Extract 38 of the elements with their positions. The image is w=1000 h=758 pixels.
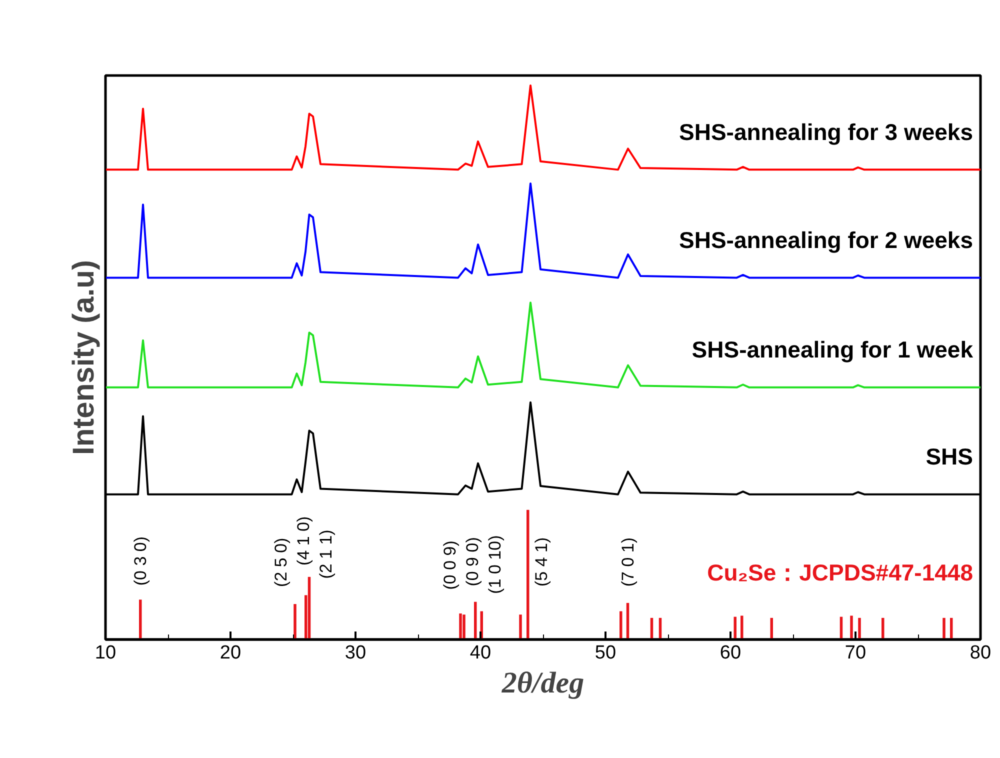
x-tick-label: 50 xyxy=(594,642,616,664)
x-tick-label: 10 xyxy=(94,642,116,664)
series-label: SHS-annealing for 1 week xyxy=(692,336,974,362)
x-tick-label: 40 xyxy=(470,642,492,664)
x-tick-label: 80 xyxy=(970,642,992,664)
series-label: SHS-annealing for 2 weeks xyxy=(679,226,974,253)
annotation: (7 0 1) xyxy=(618,537,638,587)
x-tick-label: 70 xyxy=(844,642,866,664)
y-axis-title: Intensity (a.u) xyxy=(68,260,100,456)
bar xyxy=(950,618,953,640)
series-label: SHS-annealing for 3 weeks xyxy=(679,118,974,145)
bar xyxy=(474,602,477,640)
x-tick-label: 30 xyxy=(344,642,366,664)
annotation: (0 9 0) xyxy=(463,537,482,586)
bar xyxy=(519,614,522,640)
bar xyxy=(850,616,853,640)
annotation: (0 0 9) xyxy=(440,540,460,590)
bar xyxy=(858,618,861,640)
annotation: (0 3 0) xyxy=(130,536,150,586)
series-label: SHS xyxy=(926,443,974,470)
bar xyxy=(462,614,466,640)
annotation: (4 1 0) xyxy=(294,516,313,566)
bar xyxy=(942,618,946,640)
bar xyxy=(294,604,296,640)
x-tick-label: 20 xyxy=(220,642,242,664)
bar xyxy=(526,510,530,640)
annotation: Cu₂Se：JCPDS#47-1448 xyxy=(707,559,974,586)
x-tick-label: 60 xyxy=(720,642,742,664)
annotation: (2 5 0) xyxy=(271,538,290,587)
x-axis-title: 2θ/deg xyxy=(500,666,584,700)
annotation: (5 4 1) xyxy=(532,537,552,586)
bar xyxy=(740,616,744,640)
bar xyxy=(882,618,884,640)
bar xyxy=(620,611,622,640)
annotation: (1 0 10) xyxy=(486,535,504,594)
bar xyxy=(139,600,142,640)
annotation: (2 1 1) xyxy=(316,530,336,579)
bar xyxy=(459,613,462,640)
